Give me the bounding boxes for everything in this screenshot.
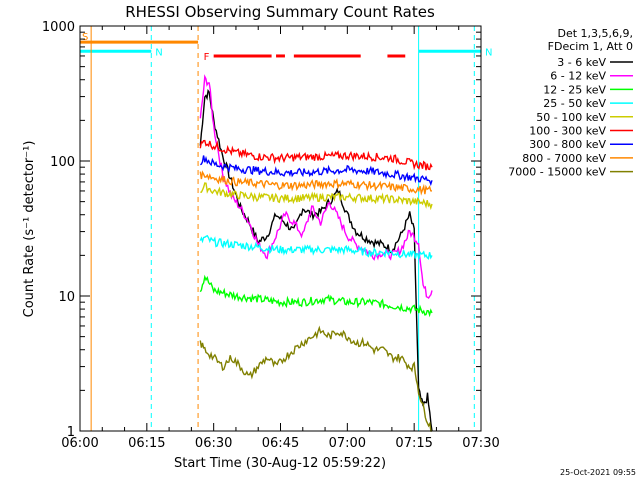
series-line xyxy=(200,155,433,187)
legend-label: 25 - 50 keV xyxy=(543,97,606,110)
flag-label: F xyxy=(204,52,210,63)
legend-label: 7000 - 15000 keV xyxy=(508,166,606,179)
chart-title: RHESSI Observing Summary Count Rates xyxy=(125,3,435,21)
state-marker-lines xyxy=(90,26,475,431)
legend-label: 100 - 300 keV xyxy=(529,125,606,138)
x-tick-label: 07:00 xyxy=(329,436,366,451)
y-tick-label: 1 xyxy=(67,425,75,440)
x-tick-label: 07:30 xyxy=(462,436,499,451)
x-tick-label: 07:15 xyxy=(395,436,432,451)
series-line xyxy=(199,234,433,260)
legend-label: 12 - 25 keV xyxy=(543,83,606,96)
series-line xyxy=(199,325,432,432)
footer-timestamp: 25-Oct-2021 09:55 xyxy=(560,468,636,477)
x-tick-label: 06:30 xyxy=(195,436,232,451)
series-line xyxy=(199,139,433,171)
y-axis-label: Count Rate (s⁻¹ detector⁻¹) xyxy=(22,141,37,318)
legend-label: 50 - 100 keV xyxy=(536,111,606,124)
y-tick-label: 10 xyxy=(58,290,75,305)
x-axis-label: Start Time (30-Aug-12 05:59:22) xyxy=(174,456,386,471)
legend-label: 300 - 800 keV xyxy=(529,138,606,151)
legend-label: 800 - 7000 keV xyxy=(522,152,606,165)
observing-flags: S N N F xyxy=(80,32,492,63)
flag-label: N xyxy=(155,47,162,58)
x-axis: 06:00 06:15 06:30 06:45 07:00 07:15 07:30 xyxy=(61,26,500,451)
y-tick-label: 1000 xyxy=(42,20,75,35)
x-tick-label: 06:00 xyxy=(61,436,98,451)
series-line xyxy=(199,170,433,196)
y-tick-label: 100 xyxy=(50,155,75,170)
x-tick-label: 06:45 xyxy=(262,436,299,451)
x-tick-label: 06:15 xyxy=(128,436,165,451)
flag-label: N xyxy=(485,47,492,58)
legend-label: 6 - 12 keV xyxy=(550,70,606,83)
legend: Det 1,3,5,6,9,FDecim 1, Att 0 3 - 6 keV6 … xyxy=(508,27,633,179)
legend-header: Det 1,3,5,6,9, xyxy=(557,27,633,40)
series-line xyxy=(199,88,433,432)
series-lines xyxy=(199,74,433,432)
series-line xyxy=(199,74,433,300)
legend-label: 3 - 6 keV xyxy=(557,56,606,69)
series-line xyxy=(200,182,433,211)
y-axis: 1 10 100 1000 xyxy=(42,20,481,440)
legend-header: FDecim 1, Att 0 xyxy=(548,40,633,53)
flag-label: S xyxy=(82,32,88,43)
series-line xyxy=(199,274,433,318)
